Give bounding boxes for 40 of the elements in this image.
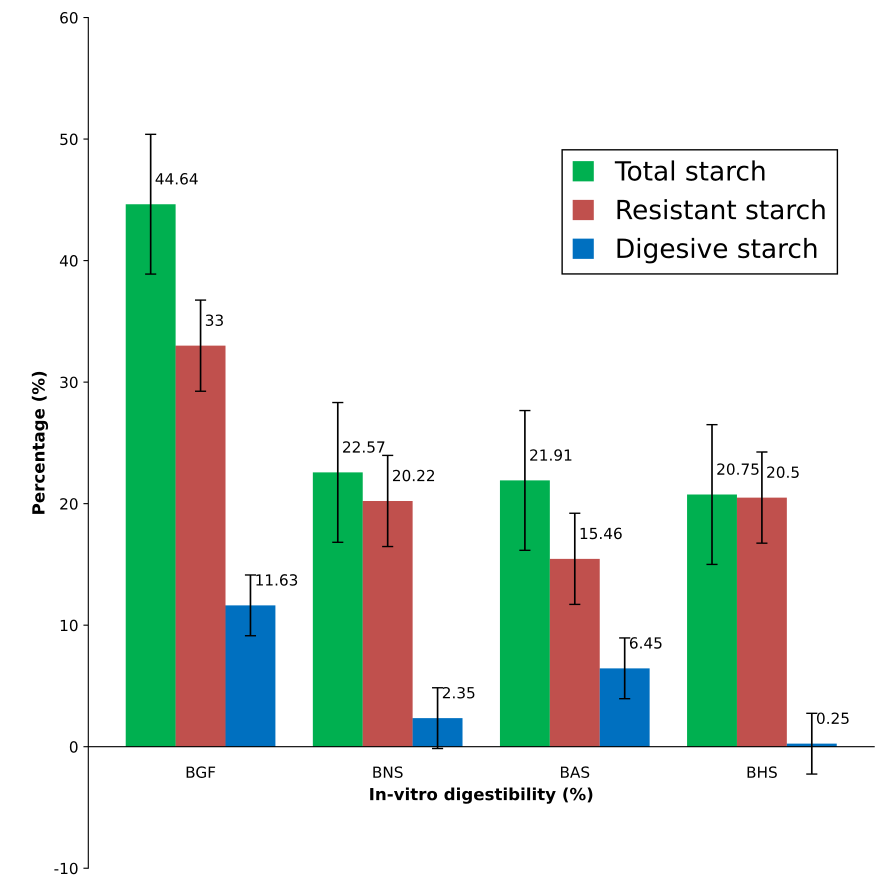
legend-label: Digesive starch	[618, 238, 816, 264]
data-label: 20.22	[392, 470, 434, 482]
data-label: 11.63	[256, 574, 298, 586]
bar	[736, 498, 787, 747]
data-label: 15.46	[580, 528, 622, 540]
bar	[126, 204, 176, 747]
data-label: 22.57	[343, 441, 384, 453]
y-tick-label: 0	[70, 741, 78, 753]
y-axis-title: Percentage (%)	[32, 372, 48, 514]
data-label: 33	[206, 314, 223, 326]
bar	[226, 605, 276, 747]
data-label: 21.91	[530, 449, 572, 461]
y-tick-label: 40	[60, 255, 78, 267]
bar	[600, 668, 650, 747]
bar	[412, 718, 463, 747]
x-tick-label: BHS	[748, 766, 777, 778]
y-tick-label: 10	[60, 620, 78, 632]
legend-label: Resistant starch	[618, 199, 825, 220]
x-tick-label: BGF	[186, 766, 216, 778]
y-tick-label: -10	[54, 862, 78, 874]
data-label: 2.35	[442, 686, 474, 699]
data-label: 20.75	[717, 463, 759, 475]
data-label: 44.64	[156, 173, 198, 185]
bar	[500, 480, 550, 747]
bar	[687, 494, 737, 747]
y-tick-label: 30	[60, 376, 78, 388]
y-tick-label: 50	[60, 134, 78, 146]
x-tick-label: BAS	[560, 766, 590, 778]
data-label: 0.25	[816, 712, 849, 724]
x-axis-title: In-vitro digestibility (%)	[370, 788, 592, 804]
bar	[176, 346, 226, 747]
data-label: 20.5	[767, 466, 799, 478]
bar	[550, 558, 600, 747]
bar	[312, 472, 363, 747]
bar	[362, 500, 413, 747]
data-label: 6.45	[630, 637, 662, 649]
x-tick-label: BNS	[373, 766, 403, 778]
y-tick-label: 60	[60, 12, 78, 24]
y-tick-label: 20	[60, 498, 78, 510]
legend-label: Total starch	[614, 160, 764, 181]
